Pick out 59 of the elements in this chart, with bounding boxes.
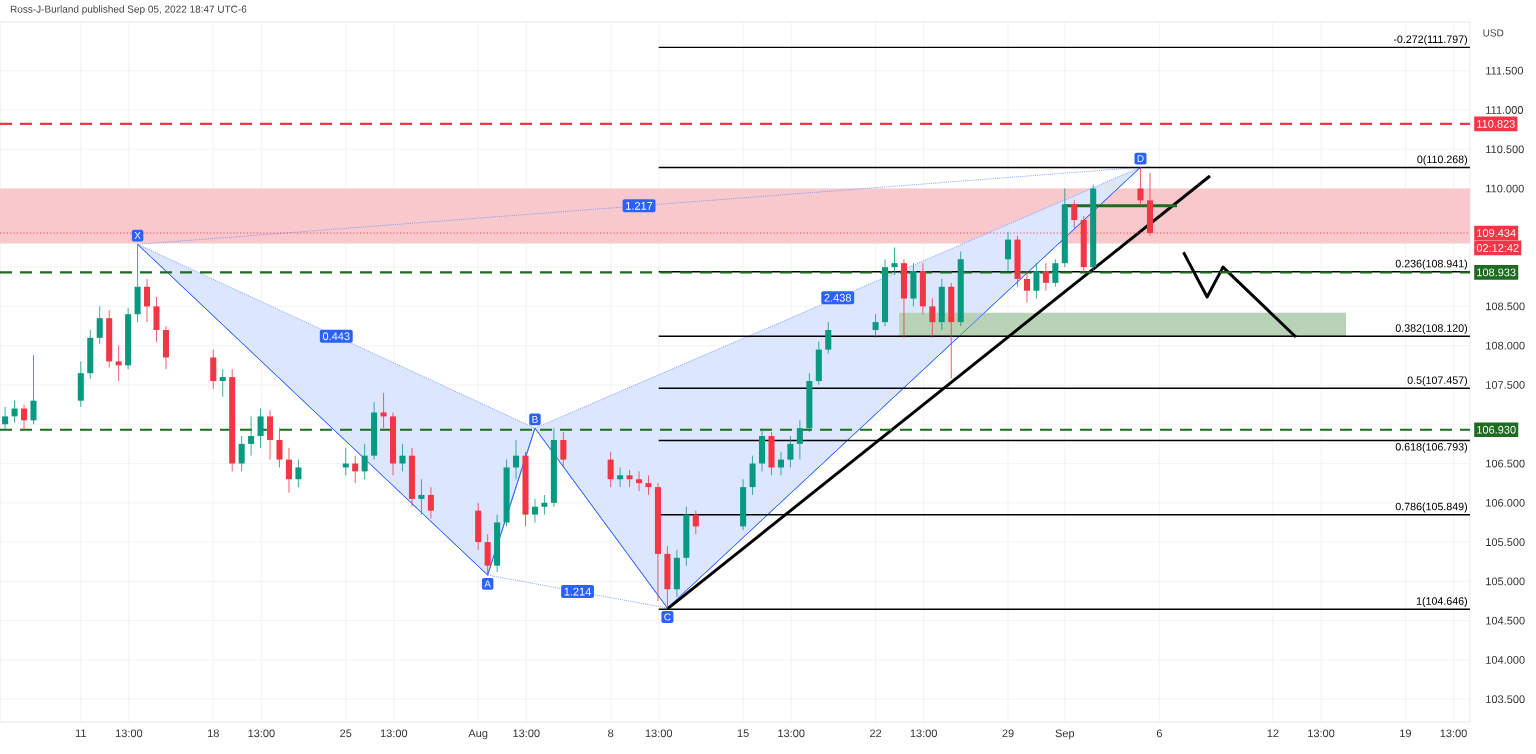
annotation: 1.214 bbox=[564, 587, 591, 596]
y-axis-title: USD bbox=[1483, 29, 1504, 37]
text: Ross-J-Burland published Sep 05, 2022 18:47 UTC-6 bbox=[10, 5, 247, 15]
series-label: 0(110.268) bbox=[1417, 155, 1467, 166]
ref-line-label: 106.930 bbox=[1477, 425, 1516, 434]
x-tick-label: 8 bbox=[608, 729, 614, 738]
annotation: C bbox=[664, 613, 671, 621]
x-tick-label: 25 bbox=[340, 729, 352, 738]
annotation: 1.217 bbox=[626, 202, 653, 210]
x-tick-label: 13:00 bbox=[380, 729, 408, 738]
x-tick-label: 13:00 bbox=[1308, 729, 1335, 738]
annotation: X bbox=[134, 232, 141, 239]
x-tick-label: 13:00 bbox=[115, 729, 143, 738]
annotation: 02:12:42 bbox=[1476, 244, 1519, 252]
series-label: 0.382(108.120) bbox=[1395, 324, 1467, 334]
y-tick-label: 108.500 bbox=[1486, 302, 1525, 311]
x-tick-label: 13:00 bbox=[778, 729, 805, 738]
series-label: 1(104.646) bbox=[1416, 596, 1467, 607]
y-tick-label: 104.000 bbox=[1486, 656, 1525, 664]
y-tick-label: 103.500 bbox=[1486, 695, 1525, 704]
x-tick-label: 13:00 bbox=[1440, 729, 1467, 738]
y-tick-label: 111.500 bbox=[1486, 66, 1524, 75]
x-tick-label: 6 bbox=[1156, 729, 1162, 738]
x-tick-label: 15 bbox=[737, 729, 749, 738]
x-tick-label: Sep bbox=[1055, 729, 1075, 740]
y-tick-label: 106.500 bbox=[1486, 459, 1525, 468]
y-tick-label: 106.000 bbox=[1486, 498, 1525, 507]
x-tick-label: 22 bbox=[870, 729, 882, 738]
x-tick-label: 13:00 bbox=[248, 729, 275, 738]
x-tick-label: 13:00 bbox=[645, 729, 673, 738]
x-tick-label: 29 bbox=[1002, 729, 1014, 738]
y-tick-label: 110.500 bbox=[1486, 145, 1524, 154]
annotation: B bbox=[532, 415, 538, 423]
annotation: A bbox=[484, 580, 491, 588]
x-tick-label: 13:00 bbox=[910, 729, 937, 738]
series-label: 0.5(107.457) bbox=[1407, 376, 1467, 387]
annotation: D bbox=[1137, 155, 1144, 163]
ref-line-label: 109.434 bbox=[1477, 229, 1516, 237]
x-tick-label: 19 bbox=[1400, 729, 1412, 738]
y-tick-label: 105.000 bbox=[1486, 577, 1525, 586]
series-label: 0.618(106.793) bbox=[1395, 442, 1467, 453]
x-tick-label: 18 bbox=[207, 729, 219, 738]
series-label: 0.786(105.849) bbox=[1395, 502, 1467, 513]
ref-line-label: 108.933 bbox=[1477, 268, 1516, 277]
series-label: 0.236(108.941) bbox=[1395, 259, 1467, 270]
series-label: -0.272(111.797) bbox=[1393, 35, 1467, 46]
x-tick-label: Aug bbox=[468, 729, 488, 740]
annotation: 2.438 bbox=[824, 293, 852, 302]
ref-line-label: 110.823 bbox=[1477, 120, 1515, 128]
x-tick-label: 11 bbox=[75, 729, 86, 737]
y-tick-label: 104.500 bbox=[1486, 616, 1525, 625]
y-tick-label: 108.000 bbox=[1486, 341, 1525, 350]
y-tick-label: 111.000 bbox=[1486, 106, 1524, 114]
y-tick-label: 110.000 bbox=[1486, 184, 1524, 193]
y-tick-label: 107.500 bbox=[1486, 381, 1525, 389]
annotation: 0.443 bbox=[322, 332, 350, 341]
x-tick-label: 12 bbox=[1267, 729, 1279, 738]
y-tick-label: 105.500 bbox=[1486, 538, 1525, 546]
x-tick-label: 13:00 bbox=[513, 729, 540, 738]
